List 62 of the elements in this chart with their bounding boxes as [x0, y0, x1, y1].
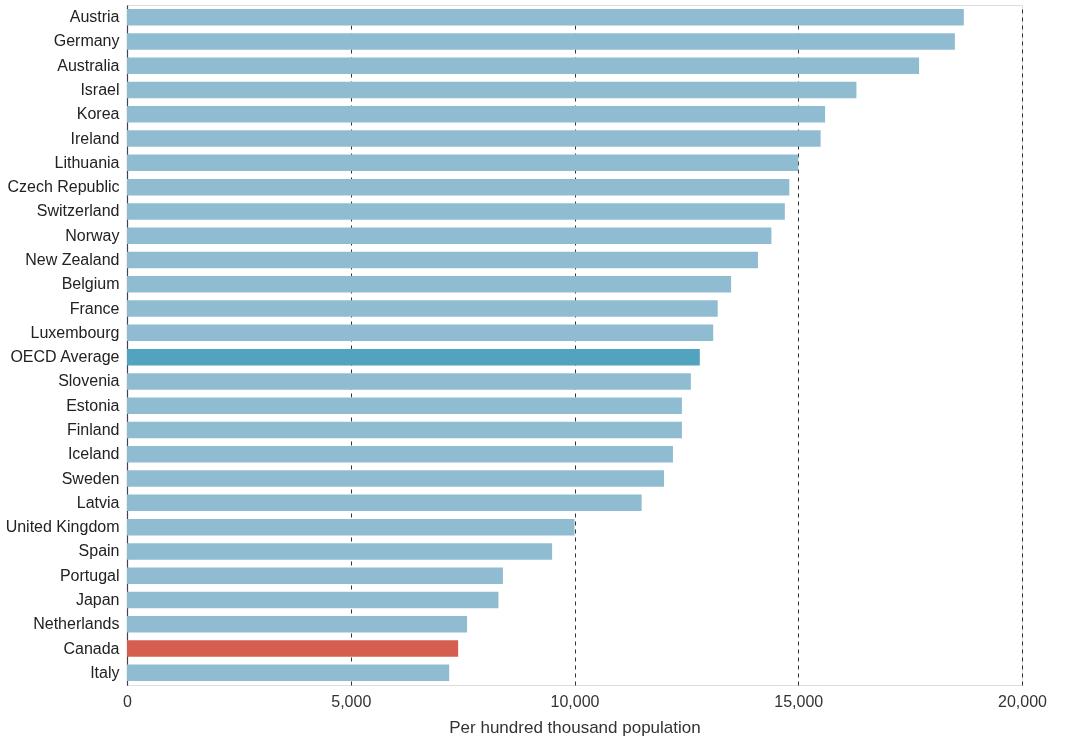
bar	[127, 154, 799, 172]
y-tick-label: Belgium	[61, 275, 120, 293]
y-tick-label: Latvia	[76, 493, 120, 511]
bar	[127, 227, 772, 244]
y-tick-label: Italy	[90, 663, 120, 681]
bar	[127, 300, 718, 317]
y-tick-label: Czech Republic	[7, 178, 120, 196]
bar	[127, 664, 450, 682]
bar	[127, 33, 955, 50]
y-tick-label: Estonia	[66, 396, 120, 414]
bar	[127, 57, 920, 74]
y-tick-label: Portugal	[59, 566, 120, 584]
bar	[127, 397, 682, 414]
y-tick-label: Korea	[76, 105, 120, 123]
bar	[127, 543, 553, 560]
x-tick-label: 20,000	[998, 692, 1048, 710]
bar	[127, 81, 857, 99]
bar	[127, 348, 700, 366]
x-axis-title: Per hundred thousand population	[449, 717, 701, 737]
y-tick-label: Australia	[57, 56, 120, 74]
y-tick-label: United Kingdom	[5, 518, 120, 536]
y-tick-label: Germany	[53, 32, 120, 50]
y-tick-label: Netherlands	[33, 615, 120, 633]
bar	[127, 616, 468, 633]
y-tick-label: Norway	[65, 226, 120, 244]
y-tick-label: Canada	[63, 639, 120, 657]
y-tick-label: France	[69, 299, 120, 317]
bar	[127, 421, 682, 439]
y-tick-label: OECD Average	[10, 348, 120, 366]
bar	[127, 203, 785, 220]
y-tick-label: Austria	[69, 8, 120, 26]
bar	[127, 518, 575, 536]
y-tick-label: Spain	[78, 542, 120, 560]
y-tick-label: Israel	[80, 81, 120, 98]
bar	[127, 567, 503, 584]
bar	[127, 591, 499, 609]
y-tick-label: New Zealand	[25, 251, 120, 268]
x-tick-label: 10,000	[550, 692, 600, 710]
y-tick-label: Slovenia	[58, 372, 120, 390]
bar	[127, 251, 758, 269]
x-tick-label: 0	[123, 692, 133, 710]
y-tick-label: Lithuania	[54, 153, 120, 171]
bar	[127, 446, 673, 463]
bar	[127, 178, 790, 196]
bar	[127, 470, 664, 487]
y-tick-label: Switzerland	[36, 202, 120, 220]
bar	[127, 373, 691, 390]
bar	[127, 324, 714, 342]
y-tick-label: Finland	[67, 421, 120, 438]
bar	[127, 494, 642, 512]
x-tick-label: 5,000	[331, 692, 372, 710]
y-tick-label: Ireland	[70, 129, 120, 147]
bar	[127, 640, 459, 657]
bar	[127, 276, 732, 293]
bar	[127, 130, 821, 147]
bar	[127, 8, 964, 26]
y-tick-label: Iceland	[67, 445, 120, 463]
y-tick-label: Sweden	[61, 469, 120, 487]
x-tick-label: 15,000	[774, 692, 824, 710]
y-tick-label: Luxembourg	[30, 323, 120, 341]
y-tick-label: Japan	[75, 591, 120, 608]
bar	[127, 106, 826, 123]
